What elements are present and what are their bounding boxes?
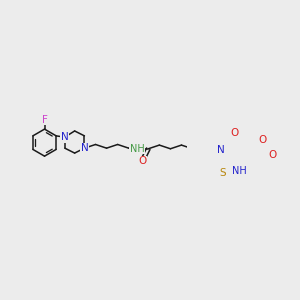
Text: NH: NH bbox=[232, 166, 247, 176]
Text: O: O bbox=[231, 128, 239, 138]
Text: N: N bbox=[217, 145, 225, 155]
Text: O: O bbox=[138, 156, 146, 166]
Text: N: N bbox=[81, 143, 88, 153]
Text: NH: NH bbox=[130, 144, 145, 154]
Text: O: O bbox=[268, 150, 276, 160]
Text: O: O bbox=[259, 135, 267, 145]
Text: F: F bbox=[42, 115, 47, 125]
Text: S: S bbox=[219, 168, 226, 178]
Text: N: N bbox=[61, 132, 69, 142]
